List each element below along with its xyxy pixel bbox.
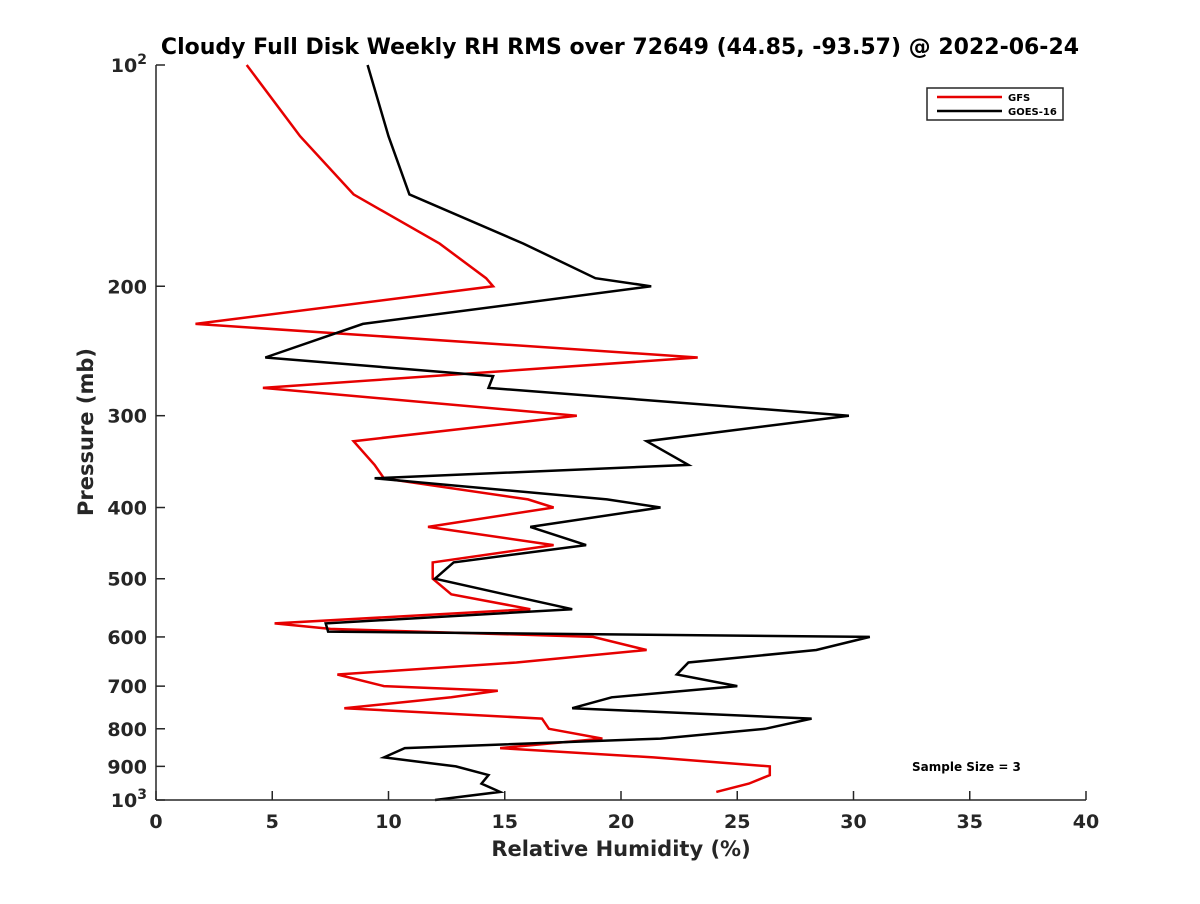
x-tick-label: 0 [149, 811, 162, 833]
legend-box [926, 87, 1064, 121]
y-axis-ticks: 102 200 300 400 500 600 700 800 900 103 [107, 52, 165, 812]
y-tick-label: 300 [107, 406, 147, 428]
y-tick-label: 103 [111, 787, 147, 812]
series-line-gfs [195, 64, 772, 794]
x-axis-label: Relative Humidity (%) [491, 837, 750, 861]
series-line-goes16 [264, 64, 871, 802]
y-tick-label: 900 [107, 756, 147, 778]
x-tick-label: 10 [375, 811, 401, 833]
y-tick-label: 500 [107, 569, 147, 591]
x-axis-ticks: 0 5 10 15 20 25 30 35 40 [149, 791, 1099, 833]
x-tick-label: 25 [724, 811, 750, 833]
x-tick-label: 40 [1073, 811, 1099, 833]
legend-label-goes16: GOES-16 [1008, 107, 1057, 118]
y-tick-label: 600 [107, 627, 147, 649]
y-tick-label: 800 [107, 719, 147, 741]
plot-background [156, 65, 1086, 800]
y-tick-label: 102 [111, 52, 147, 77]
legend-label-gfs: GFS [1008, 93, 1030, 104]
y-tick-label: 200 [107, 276, 147, 298]
x-tick-label: 35 [957, 811, 983, 833]
y-axis-label: Pressure (mb) [74, 348, 98, 516]
x-tick-label: 20 [608, 811, 634, 833]
series-layer [195, 64, 871, 802]
y-tick-label: 400 [107, 498, 147, 520]
legend: GFS GOES-16 [926, 87, 1064, 121]
x-tick-label: 30 [840, 811, 866, 833]
y-tick-label: 700 [107, 676, 147, 698]
sample-size-annotation: Sample Size = 3 [912, 760, 1021, 774]
x-tick-label: 5 [266, 811, 279, 833]
x-tick-label: 15 [492, 811, 518, 833]
chart-title: Cloudy Full Disk Weekly RH RMS over 7264… [161, 35, 1079, 60]
